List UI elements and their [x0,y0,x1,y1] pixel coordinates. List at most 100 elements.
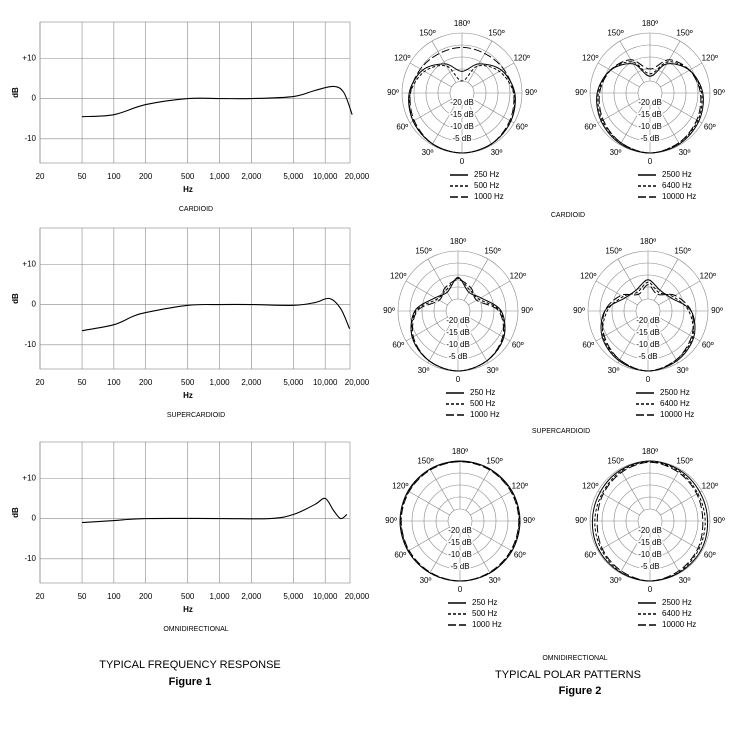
angle-label: 30º [420,576,432,585]
angle-label: 150º [674,246,690,255]
angle-label: 30º [610,148,622,157]
x-tick-label: 200 [139,378,153,387]
angle-label: 120º [582,54,598,63]
polar-curve [591,460,709,582]
y-tick-label: +10 [22,53,36,62]
x-tick-label: 100 [107,172,121,181]
angle-label: 60º [512,341,524,350]
x-axis-label: Hz [183,391,193,400]
polar-curve [400,461,520,582]
angle-label: 120º [580,272,596,281]
angle-label: 150º [486,456,502,465]
ring-label: -10 dB [448,550,472,559]
y-axis-label: dB [11,507,20,518]
polar-curve [409,46,515,154]
x-tick-label: 200 [139,172,153,181]
ring-label: -5 dB [452,134,471,143]
ring [425,56,499,130]
angle-label: 90º [573,306,585,315]
angle-label: 180º [450,237,466,246]
ring-label: -10 dB [450,122,474,131]
polar-curve [594,461,706,582]
angle-label: 60º [702,341,714,350]
y-tick-label: -10 [24,134,36,143]
response-curve [82,497,348,524]
ring-label: -5 dB [640,134,659,143]
x-tick-label: 5,000 [283,378,304,387]
angle-label: 60º [396,123,408,132]
ring-label: -5 dB [640,562,659,571]
angle-label: 90º [525,88,537,97]
ring [413,44,511,142]
angle-label: 120º [394,54,410,63]
angle-label: 150º [676,28,692,37]
angle-label: 60º [704,551,716,560]
x-tick-label: 20,000 [345,592,370,601]
ring [411,472,509,570]
polar-curve [408,65,516,154]
legend-label: 500 Hz [474,181,499,190]
figure-title: TYPICAL FREQUENCY RESPONSE [99,659,281,671]
x-tick-label: 200 [139,592,153,601]
angle-label: 30º [487,366,499,375]
ring [437,68,487,118]
legend-label: 2500 Hz [662,170,692,179]
figure-label: Figure 1 [169,676,212,688]
angle-label: 30º [610,576,622,585]
angle-label: 90º [575,88,587,97]
ring [445,298,471,324]
angle-label: 120º [512,482,528,491]
plot-frame [39,227,351,370]
ring-label: -20 dB [450,98,474,107]
x-tick-label: 1,000 [210,378,231,387]
ring-label: -15 dB [450,110,474,119]
angle-label: 180º [452,447,468,456]
ring [613,56,687,130]
angle-label: 90º [713,516,725,525]
angle-label: 90º [385,516,397,525]
x-tick-label: 20,000 [345,378,370,387]
angle-label: 30º [491,148,503,157]
legend-label: 10000 Hz [662,620,696,629]
x-tick-label: 20 [36,172,45,181]
angle-label: 60º [394,551,406,560]
x-tick-label: 500 [181,378,195,387]
x-tick-label: 20 [36,592,45,601]
legend-label: 1000 Hz [472,620,502,629]
angle-label: 180º [454,19,470,28]
ring-label: -20 dB [448,526,472,535]
pattern-caption: CARDIOID [551,212,585,219]
angle-label: 150º [607,28,623,37]
legend-label: 10000 Hz [662,192,696,201]
legend-label: 6400 Hz [662,181,692,190]
x-tick-label: 1,000 [210,172,231,181]
angle-label: 150º [415,246,431,255]
legend-label: 250 Hz [474,170,499,179]
plot-frame [39,441,351,584]
y-tick-label: 0 [32,300,37,309]
angle-label: 150º [488,28,504,37]
ring [623,286,673,336]
legend-label: 2500 Hz [662,598,692,607]
response-curve [81,297,351,332]
y-axis-label: dB [11,87,20,98]
ring [433,286,483,336]
x-tick-label: 2,000 [241,172,262,181]
legend-label: 1000 Hz [474,192,504,201]
polar-curve [410,278,506,372]
ring-label: -15 dB [448,538,472,547]
x-tick-label: 100 [107,592,121,601]
x-tick-label: 500 [181,172,195,181]
angle-label: 30º [677,366,689,375]
ring [635,298,661,324]
chart-caption: OMNIDIRECTIONAL [163,626,228,633]
ring-label: -20 dB [446,316,470,325]
ring [625,496,675,546]
chart-caption: SUPERCARDIOID [167,412,225,419]
angle-label: 60º [584,551,596,560]
angle-label: 30º [608,366,620,375]
polar-curve [411,279,505,372]
y-tick-label: -10 [24,340,36,349]
ring [599,262,697,360]
ring [601,472,699,570]
